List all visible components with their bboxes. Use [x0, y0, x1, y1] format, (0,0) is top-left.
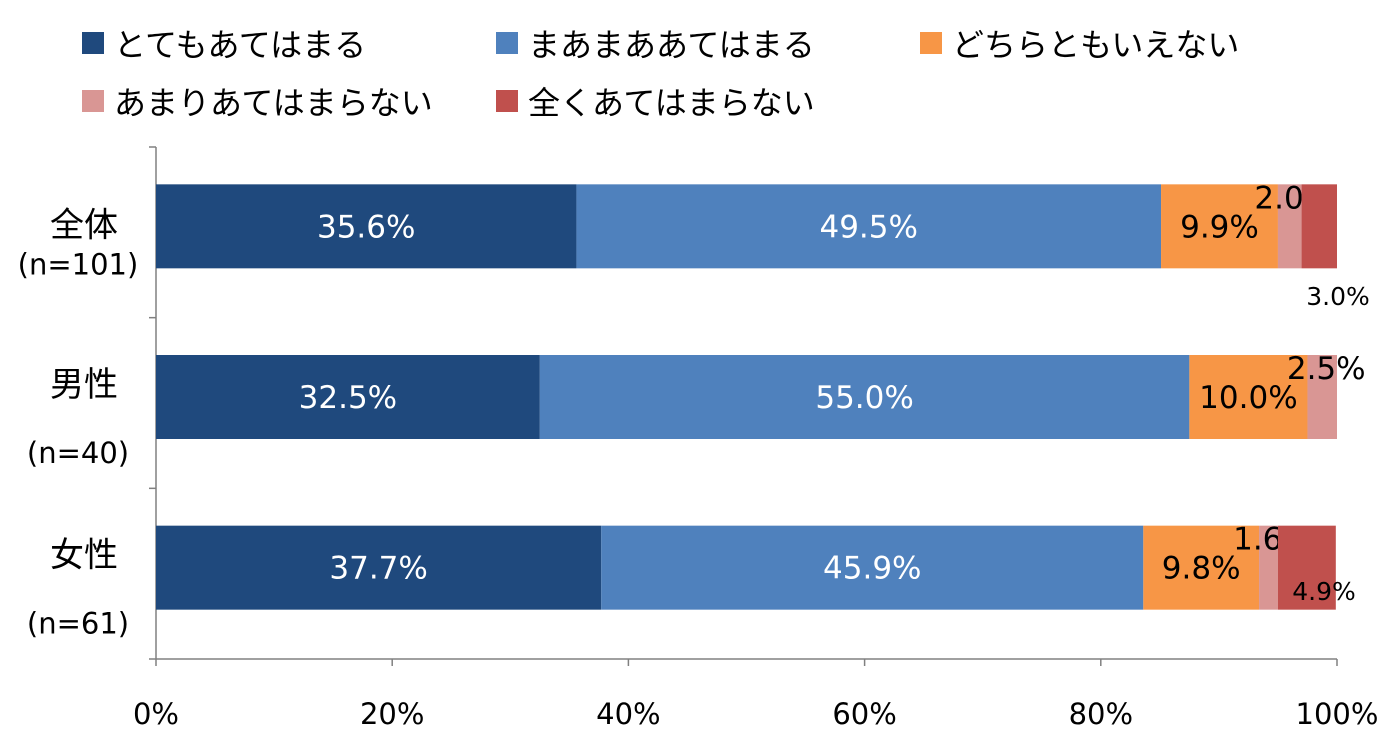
category-n-label: (n=61) — [27, 607, 129, 641]
x-tick-label: 60% — [832, 697, 896, 731]
bar-segment — [1161, 184, 1278, 269]
bar-segment — [1277, 525, 1336, 610]
legend-label: 全くあてはまらない — [528, 84, 815, 122]
bar-segment — [1277, 184, 1302, 269]
bar-segment — [601, 525, 1144, 610]
bar-segment — [576, 184, 1162, 269]
bar-segment — [156, 184, 577, 269]
category-label: 女性 — [50, 536, 118, 576]
bar-segment — [1259, 525, 1278, 610]
x-tick-label: 0% — [133, 697, 179, 731]
legend-swatch — [496, 90, 518, 112]
data-label: 49.5% — [819, 209, 917, 245]
bar-segment — [539, 355, 1190, 439]
bar-segment — [156, 525, 602, 610]
bar-segment — [1301, 184, 1337, 269]
data-label: 37.7% — [329, 551, 427, 587]
legend-item: 全くあてはまらない — [496, 78, 815, 124]
legend-swatch — [82, 90, 104, 112]
data-label: 4.9% — [1292, 577, 1356, 606]
data-label: 9.8% — [1162, 551, 1241, 587]
x-tick-label: 80% — [1069, 697, 1133, 731]
data-label: 45.9% — [823, 551, 921, 587]
bar-segment — [156, 355, 540, 439]
legend-label: どちらともいえない — [952, 26, 1240, 64]
legend-label: まあまああてはまる — [528, 26, 815, 64]
bar-segment — [1307, 355, 1337, 439]
legend-item: まあまああてはまる — [496, 20, 815, 66]
category-n-label: (n=101) — [18, 247, 139, 281]
legend-swatch — [496, 32, 518, 54]
data-label: 55.0% — [815, 380, 913, 416]
x-tick-label: 20% — [360, 697, 424, 731]
category-label: 全体 — [50, 205, 118, 245]
x-tick-label: 100% — [1296, 697, 1379, 731]
legend-swatch — [920, 32, 942, 54]
data-label: 2.5% — [1287, 351, 1366, 387]
data-label: 9.9% — [1180, 209, 1259, 245]
legend-item: あまりあてはまらない — [82, 78, 433, 124]
x-tick-label: 40% — [596, 697, 660, 731]
legend-label: あまりあてはまらない — [114, 84, 433, 122]
legend-swatch — [82, 32, 104, 54]
category-n-label: (n=40) — [27, 436, 129, 470]
bar-segment — [1143, 525, 1260, 610]
data-label: 35.6% — [317, 209, 415, 245]
data-label: 3.0% — [1306, 282, 1370, 311]
category-label: 男性 — [50, 365, 118, 405]
bar-segment — [1189, 355, 1308, 439]
data-label: 32.5% — [299, 380, 397, 416]
legend-item: どちらともいえない — [920, 20, 1239, 66]
legend-label: とてもあてはまる — [114, 26, 367, 64]
data-label: 10.0% — [1199, 380, 1297, 416]
legend-item: とてもあてはまる — [82, 20, 366, 66]
